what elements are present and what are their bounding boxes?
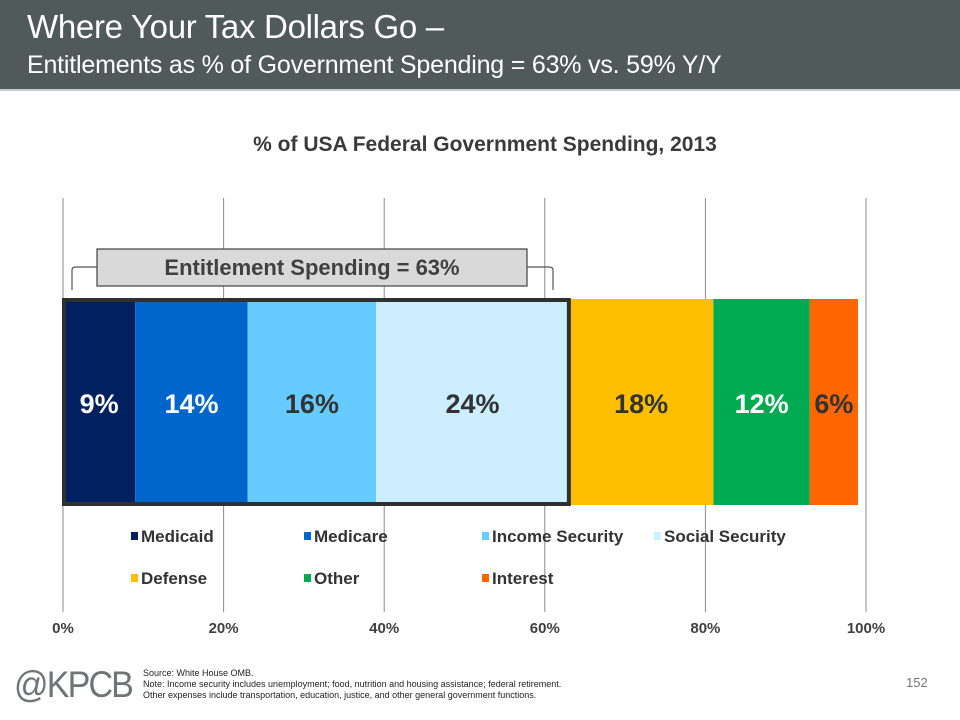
source-note: Source: White House OMB. [143,668,254,678]
kpcb-logo: @KPCB [14,664,134,705]
data-label-other: 12% [735,389,789,419]
data-label-medicaid: 9% [80,389,119,419]
bar-segment-defense [568,299,714,505]
legend: Medicaid Medicare Income Security Social Se… [131,527,786,588]
data-label-income-security: 16% [285,389,339,419]
footer-notes: Source: White House OMB. Note: Income se… [143,668,561,701]
data-label-defense: 18% [614,389,668,419]
legend-swatch-medicare [304,532,311,540]
legend-label-income-security: Income Security [492,527,624,546]
bar-segment-income-security [247,299,377,505]
bar-segment-other [713,299,810,505]
legend-label-medicare: Medicare [314,527,388,546]
x-axis: 0% 20% 40% 60% 80% 100% [52,620,885,637]
bar-segment-social-security [376,299,569,505]
chart-title: % of USA Federal Government Spending, 20… [253,133,717,156]
data-label-social-security: 24% [446,389,500,419]
legend-swatch-other [304,574,311,582]
annotation-callout-text: Entitlement Spending = 63% [164,255,459,280]
legend-swatch-income-security [482,532,489,540]
entitlement-outline [62,298,571,506]
data-label-interest: 6% [814,389,853,419]
data-labels: 9% 14% 16% 24% 18% 12% 6% [80,389,854,419]
legend-label-medicaid: Medicaid [141,527,214,546]
legend-label-social-security: Social Security [664,527,786,546]
x-tick-label: 20% [209,620,239,637]
bar-segments [63,299,858,505]
slide-header: Where Your Tax Dollars Go – Entitlements… [0,0,960,91]
slide-subtitle: Entitlements as % of Government Spending… [27,51,722,79]
legend-swatch-medicaid [131,532,138,540]
x-tick-label: 0% [52,620,74,637]
bracket-right [527,266,554,290]
legend-label-other: Other [314,569,360,588]
page-number: 152 [906,675,928,690]
legend-swatch-defense [131,574,138,582]
bracket-left [71,266,97,290]
x-tick-label: 100% [847,620,885,637]
annotation-callout-box [96,248,528,287]
bar-segment-medicare [135,299,248,505]
legend-label-defense: Defense [141,569,207,588]
data-label-medicare: 14% [164,389,218,419]
note-income-security: Note: Income security includes unemploym… [143,679,562,689]
bar-segment-interest [809,299,858,505]
bar-segment-medicaid [63,299,136,505]
x-tick-label: 60% [530,620,560,637]
note-other-expenses: Other expenses include transportation, e… [143,690,537,700]
slide-title: Where Your Tax Dollars Go – [27,8,444,45]
legend-swatch-social-security [654,532,661,540]
legend-swatch-interest [482,574,489,582]
x-tick-label: 40% [369,620,399,637]
x-tick-label: 80% [690,620,720,637]
entitlement-annotation: Entitlement Spending = 63% [62,248,571,506]
legend-label-interest: Interest [492,569,554,588]
